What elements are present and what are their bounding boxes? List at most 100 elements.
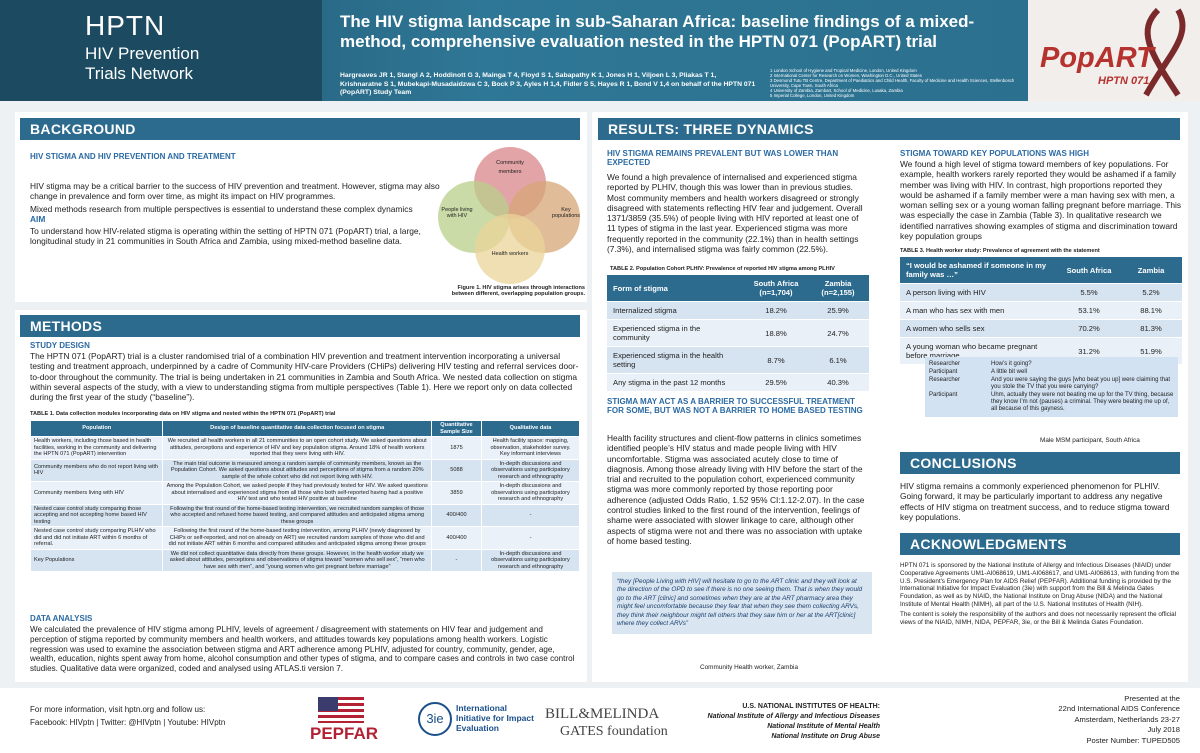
nih: U.S. NATIONAL INSTITUTES OF HEALTH: Nati… xyxy=(705,702,880,742)
table-cell: - xyxy=(481,526,580,550)
table: Form of stigma South Africa (n=1,704) Zamb… xyxy=(607,275,869,392)
presented-line: Presented at the xyxy=(1124,694,1180,703)
table-cell: A man who has sex with men xyxy=(900,301,1058,320)
quote: “they [People Living with HIV] will hesi… xyxy=(612,572,872,635)
section-heading: BACKGROUND xyxy=(20,118,580,140)
gates: GATES foundation xyxy=(560,724,668,739)
table-3: “I would be ashamed if someone in my fam… xyxy=(900,257,1182,365)
table-cell: Following the first round of the home-ba… xyxy=(162,503,432,527)
paragraph: Mixed methods research from multiple per… xyxy=(30,203,413,214)
table-cell: 6.1% xyxy=(807,346,869,374)
table-cell: A women who sells sex xyxy=(900,319,1058,338)
dialogue-line: Participant A little bit well xyxy=(929,369,1174,376)
table-cell: 24.7% xyxy=(807,319,869,347)
table-caption: TABLE 1. Data collection modules incorpo… xyxy=(30,411,336,417)
header-cell: Population xyxy=(29,420,164,437)
paragraph: The content is solely the responsibility… xyxy=(900,610,1177,626)
paragraph: HIV stigma may be a critical barrier to … xyxy=(30,181,440,202)
table-1: Population Design of baseline quantitativ… xyxy=(29,420,580,572)
table-cell: Nested case control study comparing thos… xyxy=(29,503,164,527)
utterance: And you were saying the guys [who beat y… xyxy=(991,377,1171,390)
paragraph: We found a high level of stigma toward m… xyxy=(900,159,1182,242)
ie-mark: 3ie xyxy=(418,702,452,736)
paragraph: HPTN 071 is sponsored by the National In… xyxy=(900,562,1180,608)
aim-heading: AIM xyxy=(30,213,46,224)
header-cell: Zambia (n=2,155) xyxy=(807,275,869,302)
venn-label: People living with HIV xyxy=(441,207,473,219)
utterance: How’s it going? xyxy=(991,361,1032,367)
venn-diagram xyxy=(438,147,580,284)
subheading: STIGMA MAY ACT AS A BARRIER TO SUCCESSFU… xyxy=(607,397,863,415)
table-row: Nested case control study comparing PLHI… xyxy=(29,526,580,550)
table-row: A person living with HIV 5.5% 5.2% xyxy=(900,283,1182,302)
header-cell: Form of stigma xyxy=(607,275,745,302)
table-cell: In-depth discussions and observations us… xyxy=(481,548,580,572)
pepfar: PEPFAR xyxy=(310,724,379,743)
logo-name: PopART xyxy=(1040,42,1154,74)
table-cell: 8.7% xyxy=(745,346,807,374)
table-cell: - xyxy=(430,548,483,572)
logo-line: HPTN xyxy=(85,10,166,41)
subheading: HIV STIGMA AND HIV PREVENTION AND TREATM… xyxy=(30,152,236,161)
hptn-logo xyxy=(0,0,322,101)
header-cell: “I would be ashamed if someone in my fam… xyxy=(900,257,1058,284)
section-heading: ACKNOWLEDGMENTS xyxy=(900,533,1180,555)
conclusions: HIV stigma remains a commonly experience… xyxy=(900,481,1170,522)
affiliation: 3 Desmond Tutu TB Centre, Department of … xyxy=(770,78,1015,88)
table-cell: Key Populations xyxy=(29,548,164,572)
paragraph: Health facility structures and client-fl… xyxy=(607,433,865,546)
dialogue-line: Researcher And you were saying the guys [… xyxy=(929,377,1174,391)
acknowledgments: HPTN 071 is sponsored by the National In… xyxy=(900,562,1180,626)
table-row: Experienced stigma in the community 18.8%… xyxy=(607,319,869,347)
speaker: Researcher xyxy=(929,361,961,367)
section-heading: CONCLUSIONS xyxy=(900,452,1180,474)
table-cell: 400/400 xyxy=(430,526,483,550)
table-header: Form of stigma South Africa (n=1,704) Zamb… xyxy=(607,275,869,302)
nih-line: National Institute on Drug Abuse xyxy=(771,733,880,740)
table-cell: 29.5% xyxy=(745,373,807,392)
table-cell: 5.5% xyxy=(1058,283,1120,302)
table-cell: 53.1% xyxy=(1058,301,1120,320)
table-caption: TABLE 3. Health worker study: Prevalence… xyxy=(900,248,1100,254)
logo-line: HIV Prevention xyxy=(85,44,200,63)
venn-label: Community members xyxy=(496,160,524,175)
speaker: Researcher xyxy=(929,377,961,383)
table-caption: TABLE 2. Population Cohort PLHIV: Preval… xyxy=(610,266,835,272)
subheading: STUDY DESIGN xyxy=(30,341,90,350)
table-cell: 5088 xyxy=(430,458,483,482)
header-cell: Zambia xyxy=(1120,257,1182,284)
table-cell: 5.2% xyxy=(1120,283,1182,302)
quote-source: Community Health worker, Zambia xyxy=(700,664,799,671)
authors: Hargreaves JR 1, Stangl A 2, Hoddinott G… xyxy=(340,72,756,96)
venn-label: Key populations xyxy=(551,207,581,219)
table-row: A women who sells sex 70.2% 81.3% xyxy=(900,319,1182,338)
table-2: Form of stigma South Africa (n=1,704) Zamb… xyxy=(607,275,869,392)
table-cell: A person living with HIV xyxy=(900,283,1058,302)
contact-line: For more information, visit hptn.org and… xyxy=(30,705,206,714)
table-row: Key Populations We did not collect quanti… xyxy=(29,548,580,572)
affiliation: 1 London School of Hygiene and Tropical … xyxy=(770,68,917,73)
table-cell: Health workers, including those based in… xyxy=(29,436,164,460)
background-text: HIV stigma may be a critical barrier to … xyxy=(30,181,460,246)
presented-line: July 2018 xyxy=(1147,725,1180,735)
table-cell: Among the Population Cohort, we asked pe… xyxy=(162,481,432,505)
contact-line: Facebook: HIVptn | Twitter: @HIVptn | Yo… xyxy=(30,718,226,727)
table-cell: Health facility space: mapping, observat… xyxy=(481,436,580,460)
logo-text: HPTN HIV Prevention Trials Network xyxy=(85,10,199,84)
venn-label: Health workers xyxy=(491,251,529,257)
table: “I would be ashamed if someone in my fam… xyxy=(900,257,1182,365)
table-cell: 400/400 xyxy=(430,503,483,527)
table-cell: Community members living with HIV xyxy=(29,481,164,505)
table-cell: In-depth discussions and observations us… xyxy=(481,458,580,482)
table-row: Community members living with HIV Among t… xyxy=(29,481,580,505)
gates: BILL&MELINDA xyxy=(545,706,660,722)
presented-line: Amsterdam, Netherlands 23-27 xyxy=(1074,714,1180,724)
study-design: The HPTN 071 (PopART) trial is a cluster… xyxy=(30,351,579,403)
table-cell: 70.2% xyxy=(1058,319,1120,338)
table-cell: We did not collect quantitative data dir… xyxy=(162,548,432,572)
table-cell: 18.2% xyxy=(745,301,807,320)
header-cell: South Africa xyxy=(1058,257,1120,284)
utterance: A little bit well xyxy=(991,369,1028,375)
dialogue-line: Participant Uhm, actually they were not b… xyxy=(929,392,1174,413)
table-cell: The main trial outcome is measured among… xyxy=(162,458,432,482)
